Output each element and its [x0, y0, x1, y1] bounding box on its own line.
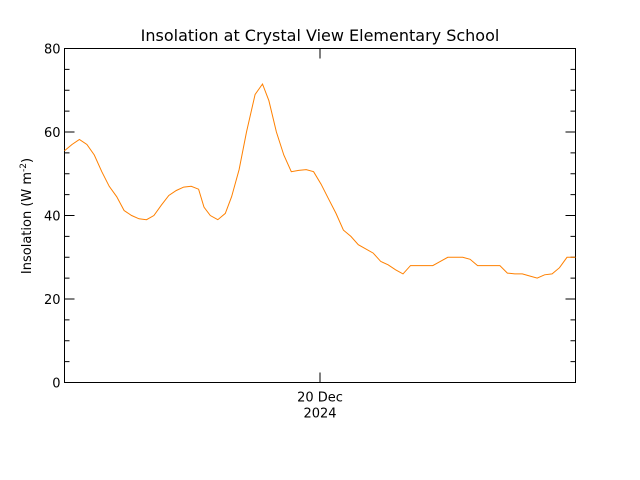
y-tick-label: 80 — [44, 43, 61, 58]
y-tick-label: 20 — [44, 293, 61, 308]
y-tick-label: 40 — [44, 210, 61, 225]
y-axis: 0 20 40 60 80 — [44, 43, 576, 392]
x-tick-label-year: 2024 — [303, 407, 336, 422]
y-tick-label: 0 — [52, 377, 60, 392]
x-tick-label-date: 20 Dec — [297, 391, 343, 406]
insolation-series-line — [64, 82, 576, 279]
chart-title: Insolation at Crystal View Elementary Sc… — [141, 26, 500, 45]
y-axis-label: Insolation (W m-2) — [19, 158, 35, 274]
plot-frame — [64, 48, 576, 383]
y-tick-label: 60 — [44, 126, 61, 141]
series-group — [64, 82, 576, 279]
